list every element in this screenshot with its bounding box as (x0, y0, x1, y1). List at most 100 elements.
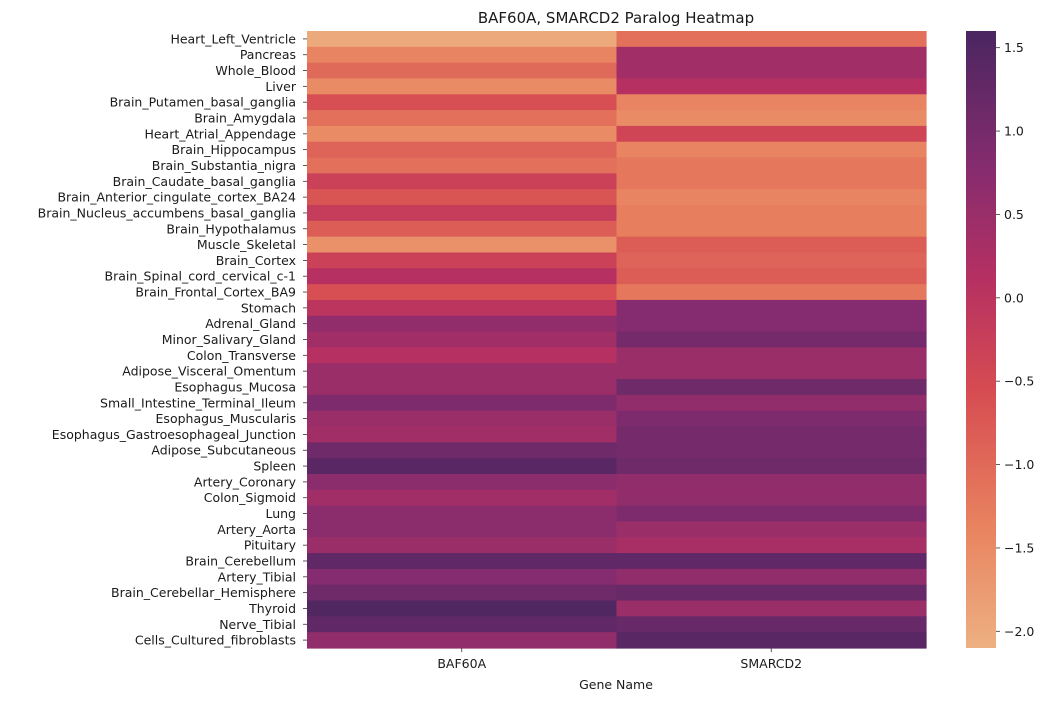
row-label: Thyroid (248, 601, 296, 616)
colorbar-tick-label: −0.5 (1004, 374, 1034, 389)
row-label: Whole_Blood (215, 63, 296, 78)
row-label: Adipose_Visceral_Omentum (122, 364, 296, 379)
heatmap-cell (307, 141, 618, 159)
row-label: Brain_Caudate_basal_ganglia (113, 174, 296, 189)
heatmap-cell (616, 94, 927, 111)
heatmap-cell (616, 521, 927, 538)
heatmap-cell (307, 284, 618, 301)
colorbar-tick-label: 0.0 (1004, 290, 1024, 305)
heatmap-cell (307, 78, 618, 95)
x-axis-label: Gene Name (579, 677, 653, 692)
row-label: Pancreas (240, 47, 296, 62)
row-label: Brain_Cerebellar_Hemisphere (111, 585, 296, 600)
heatmap-cell (616, 110, 927, 127)
heatmap-cell (616, 331, 927, 349)
chart-title: BAF60A, SMARCD2 Paralog Heatmap (478, 9, 754, 27)
colorbar-tick-label: 1.0 (1004, 124, 1024, 139)
row-label: Artery_Coronary (194, 474, 297, 489)
column-labels: BAF60A SMARCD2 (437, 648, 802, 671)
row-label: Brain_Hippocampus (172, 142, 297, 157)
row-label: Brain_Frontal_Cortex_BA9 (135, 285, 296, 300)
heatmap-cell (307, 489, 618, 507)
row-label: Brain_Anterior_cingulate_cortex_BA24 (57, 190, 296, 205)
heatmap-cell (307, 458, 618, 475)
row-label: Esophagus_Muscularis (156, 411, 296, 426)
row-label: Artery_Tibial (218, 569, 296, 584)
heatmap-cell (307, 94, 618, 111)
row-label: Esophagus_Gastroesophageal_Junction (52, 427, 296, 442)
row-label: Liver (265, 79, 297, 94)
heatmap-cell (616, 568, 927, 586)
row-label: Spleen (253, 459, 296, 474)
row-label: Esophagus_Mucosa (174, 379, 296, 394)
row-label: Colon_Sigmoid (204, 490, 296, 505)
heatmap-cell (616, 426, 927, 443)
heatmap-cell (616, 394, 927, 412)
row-label: Brain_Cortex (216, 253, 296, 268)
heatmap-cell (616, 78, 927, 95)
colorbar-gradient (966, 31, 996, 648)
colorbar-tick-label: −2.0 (1004, 624, 1034, 639)
heatmap-cell (307, 600, 618, 617)
row-label: Muscle_Skeletal (197, 237, 296, 252)
heatmap-cell (616, 410, 927, 428)
colorbar-tick-label: 0.5 (1004, 207, 1024, 222)
heatmap-cell (616, 220, 927, 238)
column-label: SMARCD2 (740, 656, 802, 671)
heatmap-cell (616, 537, 927, 554)
heatmap-cell (307, 173, 618, 190)
heatmap-cell (616, 363, 927, 380)
row-label: Adrenal_Gland (205, 316, 296, 331)
heatmap-cell (307, 473, 618, 491)
heatmap-cell (307, 236, 618, 254)
heatmap-cell (307, 299, 618, 317)
heatmap-cell (616, 473, 927, 491)
heatmap-cell (616, 632, 927, 649)
row-label: Colon_Transverse (187, 348, 296, 363)
heatmap-cell (616, 442, 927, 459)
heatmap-cell (307, 189, 618, 206)
heatmap-cell (616, 347, 927, 364)
heatmap-cell (616, 125, 927, 143)
heatmap-cell (307, 110, 618, 127)
row-label: Heart_Atrial_Appendage (144, 126, 296, 141)
heatmap-cell (307, 347, 618, 364)
heatmap-cell (616, 46, 927, 64)
heatmap-cell (616, 600, 927, 617)
heatmap-cell (616, 584, 927, 602)
heatmap-cell (307, 584, 618, 602)
heatmap-cell (307, 426, 618, 443)
heatmap-cell (616, 315, 927, 333)
heatmap-cell (307, 363, 618, 380)
heatmap-cell (307, 442, 618, 459)
row-label: Artery_Aorta (217, 522, 296, 537)
heatmap-cell (307, 62, 618, 80)
row-label: Cells_Cultured_fibroblasts (135, 633, 296, 648)
heatmap-cell (307, 157, 618, 174)
heatmap-cell (307, 553, 618, 570)
heatmap-cell (616, 505, 927, 523)
heatmap-cell (307, 31, 618, 48)
heatmap-cell (307, 394, 618, 412)
heatmap-cell (616, 379, 927, 396)
heatmap-cell (307, 537, 618, 554)
heatmap-cell (616, 284, 927, 301)
heatmap-cell (616, 553, 927, 570)
heatmap-cell (616, 616, 927, 633)
heatmap-cell (616, 268, 927, 285)
row-label: Nerve_Tibial (219, 617, 296, 632)
row-label: Minor_Salivary_Gland (162, 332, 296, 347)
row-label: Stomach (241, 300, 296, 315)
row-label: Brain_Putamen_basal_ganglia (110, 95, 296, 110)
heatmap-cell (616, 157, 927, 174)
heatmap-cell (307, 331, 618, 349)
row-label: Heart_Left_Ventricle (170, 31, 296, 46)
row-label: Brain_Substantia_nigra (152, 158, 296, 173)
heatmap-cell (616, 299, 927, 317)
heatmap-cell (307, 616, 618, 633)
colorbar-tick-label: 1.5 (1004, 40, 1024, 55)
row-label: Lung (265, 506, 296, 521)
heatmap-cell (616, 62, 927, 80)
heatmap-cell (307, 205, 618, 222)
